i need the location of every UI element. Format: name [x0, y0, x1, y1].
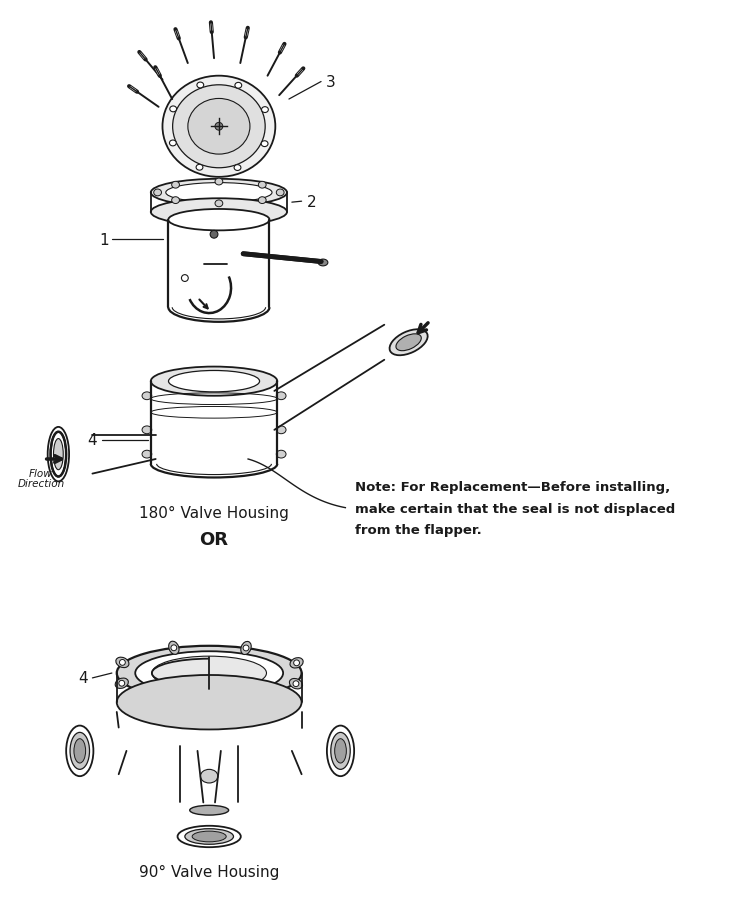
Ellipse shape — [390, 330, 428, 356]
Ellipse shape — [197, 83, 204, 89]
Ellipse shape — [117, 675, 302, 730]
Text: 4: 4 — [88, 433, 97, 448]
Ellipse shape — [53, 439, 63, 471]
Ellipse shape — [153, 190, 162, 197]
Ellipse shape — [188, 99, 250, 155]
Ellipse shape — [135, 652, 283, 695]
Ellipse shape — [215, 179, 223, 186]
Ellipse shape — [70, 732, 89, 769]
Text: make certain that the seal is not displaced: make certain that the seal is not displa… — [355, 503, 675, 516]
Text: Flow: Flow — [29, 468, 53, 478]
Ellipse shape — [276, 190, 284, 197]
Ellipse shape — [115, 678, 129, 688]
Text: 1: 1 — [99, 233, 109, 247]
Ellipse shape — [168, 371, 259, 392]
Ellipse shape — [171, 198, 180, 204]
Circle shape — [210, 231, 218, 239]
Circle shape — [171, 645, 177, 651]
Circle shape — [120, 660, 126, 665]
Circle shape — [241, 696, 247, 701]
Ellipse shape — [171, 182, 180, 189]
Text: 90° Valve Housing: 90° Valve Housing — [139, 864, 279, 879]
Ellipse shape — [331, 732, 350, 769]
Ellipse shape — [239, 692, 250, 705]
Ellipse shape — [318, 260, 328, 267]
Ellipse shape — [276, 450, 286, 459]
Ellipse shape — [290, 679, 302, 689]
Circle shape — [215, 123, 223, 131]
Ellipse shape — [261, 142, 268, 147]
Ellipse shape — [151, 199, 287, 226]
Ellipse shape — [173, 85, 265, 168]
Text: from the flapper.: from the flapper. — [355, 524, 482, 537]
Ellipse shape — [234, 165, 241, 171]
Circle shape — [294, 660, 299, 666]
Circle shape — [243, 645, 249, 652]
Ellipse shape — [196, 165, 203, 171]
Ellipse shape — [152, 656, 266, 690]
Text: 180° Valve Housing: 180° Valve Housing — [139, 505, 289, 520]
Ellipse shape — [276, 426, 286, 435]
Ellipse shape — [170, 107, 177, 113]
Ellipse shape — [396, 335, 421, 351]
Ellipse shape — [116, 657, 129, 668]
Ellipse shape — [262, 108, 268, 113]
Ellipse shape — [177, 826, 241, 847]
Text: Note: For Replacement—Before installing,: Note: For Replacement—Before installing, — [355, 481, 670, 494]
Ellipse shape — [193, 831, 226, 842]
Ellipse shape — [259, 198, 266, 204]
Ellipse shape — [167, 692, 177, 705]
Ellipse shape — [50, 432, 66, 477]
Text: 2: 2 — [307, 195, 316, 210]
Ellipse shape — [165, 184, 272, 203]
Ellipse shape — [66, 726, 93, 777]
Ellipse shape — [235, 84, 241, 89]
Ellipse shape — [74, 739, 86, 763]
Circle shape — [181, 276, 188, 282]
Ellipse shape — [335, 739, 347, 763]
Text: 4: 4 — [78, 671, 87, 686]
Ellipse shape — [290, 658, 303, 668]
Ellipse shape — [151, 179, 287, 207]
Ellipse shape — [215, 200, 223, 208]
Circle shape — [169, 696, 175, 701]
Ellipse shape — [168, 210, 269, 231]
Ellipse shape — [117, 646, 302, 700]
Ellipse shape — [169, 141, 176, 147]
Ellipse shape — [151, 368, 277, 396]
Ellipse shape — [327, 726, 354, 777]
Ellipse shape — [162, 76, 275, 177]
Text: 3: 3 — [326, 75, 335, 90]
Ellipse shape — [142, 426, 152, 435]
Text: Direction: Direction — [17, 479, 65, 489]
Circle shape — [119, 681, 125, 686]
Ellipse shape — [185, 829, 233, 845]
Ellipse shape — [142, 450, 152, 459]
Ellipse shape — [168, 641, 179, 654]
Ellipse shape — [190, 805, 229, 815]
Ellipse shape — [201, 769, 218, 783]
Ellipse shape — [241, 641, 251, 655]
Ellipse shape — [276, 392, 286, 400]
Ellipse shape — [259, 182, 266, 189]
Ellipse shape — [142, 392, 152, 400]
Text: OR: OR — [199, 530, 229, 549]
Circle shape — [293, 681, 299, 686]
